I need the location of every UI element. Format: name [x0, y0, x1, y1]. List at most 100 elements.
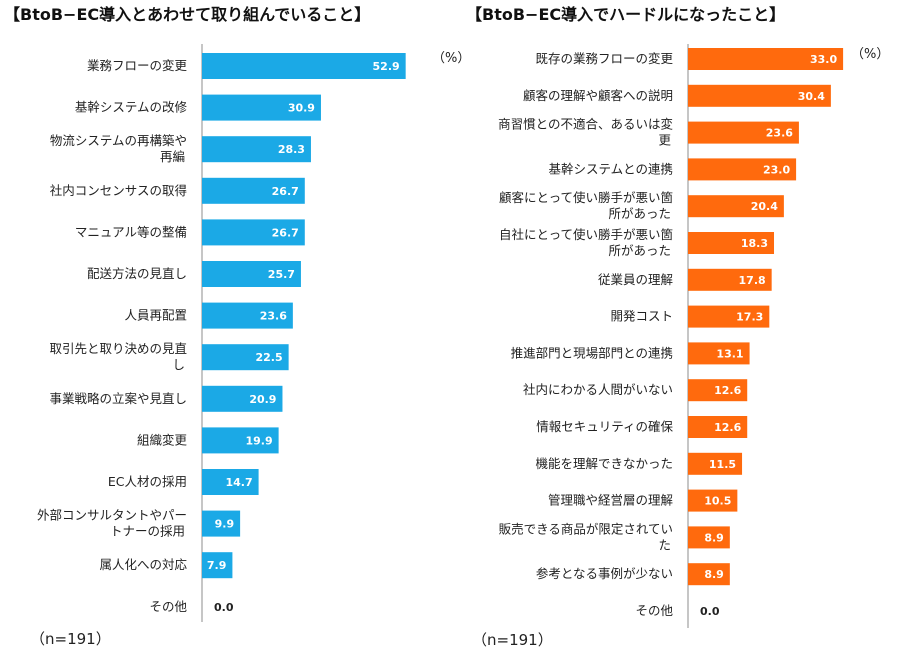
- right-category-label: た: [658, 537, 671, 552]
- left-bar-value-label: 28.3: [278, 143, 305, 156]
- right-bar-value-label: 23.6: [766, 127, 793, 140]
- left-bar-value-label: 26.7: [272, 226, 299, 239]
- right-bar: [688, 121, 799, 144]
- left-bar-value-label: 22.5: [255, 351, 282, 364]
- left-bar-value-label: 19.9: [245, 434, 272, 447]
- right-bar: [688, 489, 738, 512]
- right-bar-value-label: 17.8: [739, 274, 766, 287]
- left-bar-value-label: 30.9: [288, 102, 315, 115]
- right-bar-value-label: 18.3: [741, 237, 768, 250]
- left-bar-value-label: 14.7: [225, 476, 252, 489]
- left-bar: [202, 385, 283, 412]
- right-bar-value-label: 33.0: [810, 53, 837, 66]
- left-category-label: 事業戦略の立案や見直し: [49, 391, 187, 406]
- right-bar-value-label: 8.9: [704, 531, 724, 544]
- left-category-label: 属人化への対応: [99, 557, 187, 572]
- right-category-label: 管理職や経営層の理解: [548, 493, 673, 508]
- left-category-label: 社内コンセンサスの取得: [50, 183, 187, 198]
- right-category-label: 従業員の理解: [598, 272, 673, 287]
- left-category-label: 業務フローの変更: [87, 58, 188, 73]
- right-bar-value-label: 23.0: [763, 163, 790, 176]
- left-bar: [202, 219, 305, 246]
- right-unit-label: （%）: [851, 47, 889, 62]
- left-chart-title: 【BtoB−EC導入とあわせて取り組んでいること】: [4, 5, 370, 24]
- left-bar-value-label: 20.9: [249, 393, 276, 406]
- left-category-label: 取引先と取り決めの見直: [49, 341, 187, 356]
- right-bar-value-label: 20.4: [751, 200, 778, 213]
- left-category-label: 外部コンサルタントやパー: [37, 508, 187, 523]
- right-category-label: 自社にとって使い勝手が悪い箇: [499, 227, 673, 242]
- right-bar-value-label: 17.3: [736, 311, 763, 324]
- left-bar: [202, 427, 279, 454]
- left-category-label: し: [172, 357, 185, 372]
- left-category-label: 配送方法の見直し: [87, 266, 187, 281]
- left-bar: [202, 344, 289, 371]
- right-category-label: 情報セキュリティの確保: [536, 419, 673, 434]
- left-category-label: 物流システムの再構築や: [50, 133, 187, 148]
- right-bar: [688, 526, 730, 549]
- left-category-label: 再編: [160, 149, 185, 164]
- right-bar: [688, 158, 797, 181]
- right-category-label: 更: [658, 133, 671, 148]
- left-sample-size-note: （n=191）: [30, 630, 111, 648]
- right-category-label: その他: [635, 603, 673, 618]
- right-bar: [688, 379, 748, 402]
- left-bar-value-label: 7.9: [207, 559, 227, 572]
- left-bar: [202, 302, 293, 329]
- right-category-label: 顧客の理解や顧客への説明: [523, 88, 673, 103]
- right-chart-title: 【BtoB−EC導入でハードルになったこと】: [466, 5, 785, 24]
- left-bar: [202, 469, 259, 495]
- left-bar: [202, 94, 321, 121]
- left-bar-value-label: 0.0: [214, 601, 234, 614]
- left-category-label: 基幹システムの改修: [75, 100, 188, 115]
- right-category-label: 販売できる商品が限定されてい: [499, 521, 673, 536]
- left-bar-value-label: 26.7: [272, 185, 299, 198]
- right-category-label: 機能を理解できなかった: [535, 456, 673, 471]
- right-category-label: 所があった: [608, 206, 671, 221]
- left-category-label: EC人材の採用: [108, 474, 187, 489]
- left-category-label: 人員再配置: [124, 308, 187, 323]
- right-category-label: 開発コスト: [610, 309, 673, 324]
- right-bar-value-label: 12.6: [714, 384, 741, 397]
- right-bar-value-label: 0.0: [700, 605, 720, 618]
- right-bar-value-label: 30.4: [798, 90, 825, 103]
- left-category-label: 組織変更: [137, 432, 188, 447]
- left-category-label: マニュアル等の整備: [75, 224, 187, 239]
- left-bar-value-label: 52.9: [373, 60, 400, 73]
- right-bar-value-label: 11.5: [709, 458, 736, 471]
- right-category-label: 基幹システムとの連携: [548, 161, 673, 176]
- left-category-label: トナーの採用: [110, 524, 185, 539]
- right-bar-value-label: 12.6: [714, 421, 741, 434]
- right-category-label: 所があった: [608, 243, 671, 258]
- right-bar: [688, 305, 770, 328]
- left-unit-label: （%）: [432, 51, 470, 66]
- right-sample-size-note: （n=191）: [472, 631, 553, 649]
- right-category-label: 商習慣との不適合、あるいは変: [498, 117, 673, 132]
- right-bar-value-label: 13.1: [716, 347, 743, 360]
- right-bar: [688, 48, 844, 70]
- left-bar-value-label: 23.6: [260, 310, 287, 323]
- right-bar: [688, 342, 750, 365]
- left-bar-chart: 【BtoB−EC導入とあわせて取り組んでいること】 （%） 52.9 業務フローの変更…: [4, 5, 470, 648]
- left-bar-value-label: 9.9: [215, 518, 235, 531]
- right-bar-value-label: 8.9: [704, 568, 724, 581]
- right-bar: [688, 232, 775, 254]
- left-bar: [202, 261, 301, 287]
- left-bar-value-label: 25.7: [268, 268, 295, 281]
- right-bar: [688, 268, 772, 291]
- right-bar: [688, 452, 743, 475]
- left-category-label: その他: [149, 599, 187, 614]
- right-bar: [688, 563, 730, 586]
- right-category-label: 既存の業務フローの変更: [535, 51, 673, 66]
- left-bar: [202, 136, 311, 163]
- left-bar: [202, 53, 406, 79]
- left-bar: [202, 552, 233, 579]
- right-category-label: 参考となる事例が少ない: [536, 566, 673, 581]
- left-bar: [202, 177, 305, 204]
- right-bar-chart: 【BtoB−EC導入でハードルになったこと】 （%） 33.0 既存の業務フローの変更…: [466, 5, 889, 649]
- left-bar: [202, 510, 241, 537]
- right-bar: [688, 416, 748, 438]
- right-category-label: 社内にわかる人間がいない: [523, 382, 673, 397]
- right-bar-value-label: 10.5: [704, 495, 731, 508]
- right-bar: [688, 195, 784, 218]
